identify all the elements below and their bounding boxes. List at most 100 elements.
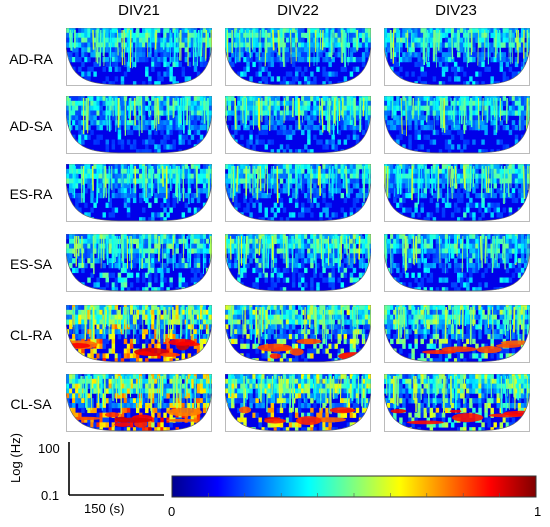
scalogram-cell <box>294 149 299 153</box>
scalogram-cell <box>187 28 192 34</box>
scalogram-cell <box>475 71 479 77</box>
scalogram-spike <box>477 29 479 66</box>
scalogram-spike <box>452 97 455 122</box>
scalogram-cell <box>120 263 125 269</box>
scalogram-cell <box>487 248 491 254</box>
scalogram-cell <box>193 164 198 170</box>
scalogram-cell <box>316 57 320 63</box>
scalogram-cell <box>157 193 161 199</box>
scalogram-cell <box>114 42 119 48</box>
scalogram-cell <box>438 168 443 175</box>
scalogram-cell <box>438 61 443 68</box>
scalogram-cell <box>279 115 284 121</box>
scalogram-cell <box>346 238 351 245</box>
scalogram-cell <box>313 110 317 116</box>
scalogram-cell <box>408 282 412 288</box>
scalogram-cell <box>264 57 268 63</box>
scalogram-cell <box>69 188 73 194</box>
scalogram-cell <box>520 115 525 121</box>
scalogram-cell <box>132 248 137 254</box>
scalogram-cell <box>520 105 525 111</box>
scalogram-cell <box>181 28 186 34</box>
scalogram-cell <box>441 253 446 259</box>
scalogram-cell <box>478 120 482 126</box>
scalogram-cell <box>322 277 326 283</box>
scalogram-cell <box>447 120 452 126</box>
scalogram-cell <box>429 263 434 269</box>
scalogram-cell <box>285 267 290 274</box>
scalogram-cell <box>249 129 253 136</box>
scalogram-cell <box>148 188 152 194</box>
scalogram-cell <box>390 32 394 39</box>
scalogram-cell <box>249 178 253 184</box>
scalogram-cell <box>472 238 476 245</box>
scalogram-cell <box>108 258 113 264</box>
scalogram-cell <box>148 164 152 170</box>
scalogram-cell <box>172 243 176 249</box>
scalogram-cell <box>334 263 338 269</box>
scalogram-cell <box>408 173 412 179</box>
scalogram-cell <box>408 96 412 102</box>
scalogram-cell <box>396 100 400 107</box>
scalogram-cell <box>493 57 497 63</box>
scalogram-cell <box>196 110 201 116</box>
scalogram-cell <box>69 258 73 264</box>
scalogram-cell <box>258 272 262 278</box>
scalogram-cell <box>291 178 296 184</box>
scalogram-cell <box>142 110 146 116</box>
scalogram-cell <box>255 267 259 274</box>
scalogram-cell <box>117 57 122 63</box>
scalogram-plot <box>384 164 530 222</box>
scalogram-cell <box>478 32 482 39</box>
scalogram-cell <box>87 253 91 259</box>
scalogram-cell <box>307 100 311 107</box>
scalogram-cell <box>246 32 250 39</box>
scalogram-cell <box>490 120 494 126</box>
scalogram-cell <box>169 243 173 249</box>
scalogram-cell <box>322 248 326 254</box>
scalogram-cell <box>469 272 473 278</box>
scalogram-cell <box>481 120 485 126</box>
scalogram-cell <box>178 282 182 288</box>
scalogram-cell <box>331 272 335 278</box>
scalogram-cell <box>246 178 250 184</box>
scalogram-cell <box>352 173 357 179</box>
scalogram-cell <box>328 188 332 194</box>
scalogram-cell <box>282 76 287 82</box>
scalogram-cell <box>202 37 207 43</box>
scalogram-cell <box>270 272 275 278</box>
scalogram-cell <box>205 183 210 189</box>
scalogram-cell <box>340 267 345 274</box>
scalogram-cell <box>114 173 119 179</box>
scalogram-cell <box>301 253 305 259</box>
scalogram-cell <box>261 76 265 82</box>
scalogram-cell <box>396 238 400 245</box>
scalogram-cell <box>285 28 290 34</box>
scalogram-spike <box>112 235 115 263</box>
scalogram-cell <box>243 267 247 274</box>
scalogram-spike <box>157 165 160 194</box>
scalogram-cell <box>322 105 326 111</box>
scalogram-cell <box>291 164 296 170</box>
scalogram-cell <box>487 115 491 121</box>
scalogram-cell <box>457 178 461 184</box>
scalogram-cell <box>472 202 476 208</box>
scalogram-cell <box>520 188 525 194</box>
scalogram-cell <box>334 42 338 48</box>
scalogram-cell <box>111 139 116 145</box>
scalogram-cell <box>331 277 335 283</box>
scalogram-cell <box>328 28 332 34</box>
scalogram-spike <box>453 97 456 128</box>
scalogram-cell <box>129 100 134 107</box>
scalogram-cell <box>99 120 103 126</box>
scalogram-cell <box>276 164 281 170</box>
scalogram-spike <box>114 235 118 257</box>
scalogram-cell <box>139 197 143 204</box>
scalogram-cell <box>270 282 275 288</box>
scalogram-cell <box>420 100 424 107</box>
scalogram-cell <box>316 125 320 131</box>
scalogram-cell <box>453 248 458 254</box>
scalogram-cell <box>75 96 79 102</box>
scalogram-cell <box>93 28 97 34</box>
scalogram-spike <box>154 29 157 50</box>
